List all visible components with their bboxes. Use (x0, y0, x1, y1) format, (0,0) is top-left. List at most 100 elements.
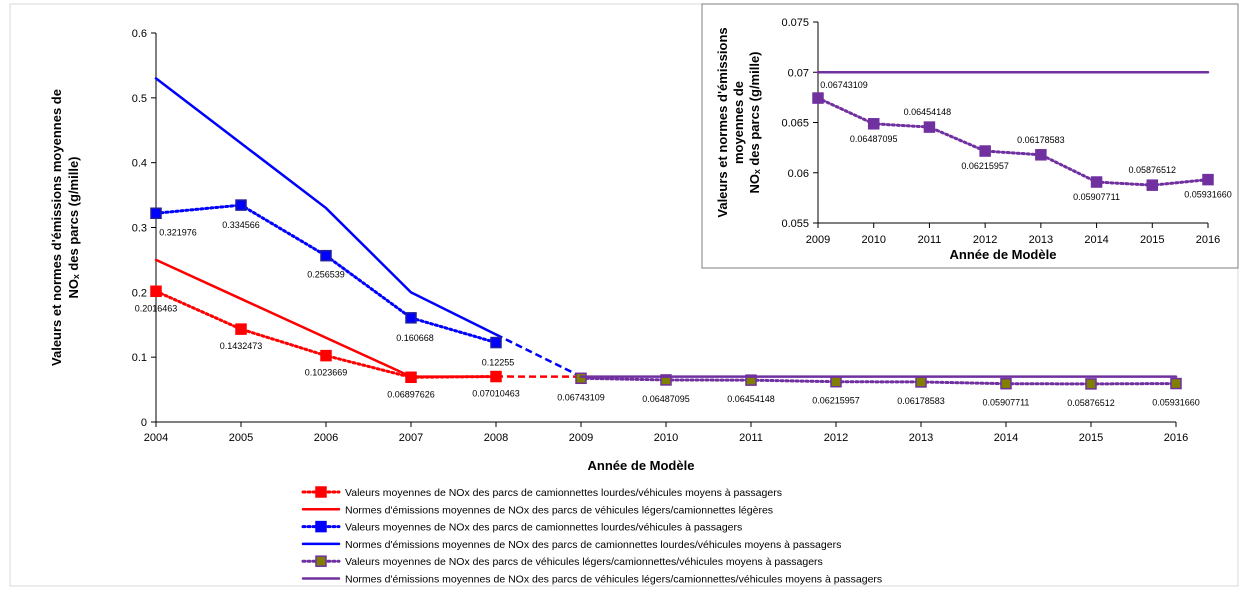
series-line-4 (579, 376, 1178, 386)
data-label: 0.07010463 (472, 389, 520, 399)
inset-data-label: 0.06215957 (961, 161, 1009, 171)
legend-entry: Valeurs moyennes de NOx des parcs de véh… (345, 556, 823, 568)
x-tick-label: 2009 (569, 432, 593, 444)
x-tick-label: 2008 (484, 432, 508, 444)
x-tick-label: 2014 (994, 432, 1018, 444)
data-label: 0.06897626 (387, 389, 435, 399)
inset-series-line-0 (816, 96, 1210, 187)
inset-x-tick-label: 2014 (1084, 234, 1108, 246)
inset-data-point (1090, 176, 1103, 188)
inset-y-tick-label: 0.065 (781, 118, 809, 130)
inset-x-tick-label: 2009 (806, 234, 830, 246)
main-plot: 0 0.1 0.2 0.3 0.4 0.5 0.6 2004 2005 2006 2007 2008 2… (49, 28, 1200, 473)
data-point (235, 199, 247, 211)
legend-marker (315, 555, 327, 567)
inset-data-point (1146, 179, 1159, 191)
y-tick-label: 0.2 (132, 287, 147, 299)
data-point (1170, 377, 1182, 390)
data-label: 0.1432473 (220, 341, 263, 351)
inset-x-tick-label: 2016 (1196, 234, 1220, 246)
data-label: 0.2016463 (135, 303, 178, 313)
inset-y-axis-title-line1: Valeurs et normes d'émissions (715, 27, 730, 217)
y-axis-title: Valeurs et normes d'émissions moyennes d… (49, 89, 81, 366)
chart-border (9, 3, 1239, 587)
inset-x-axis-title: Année de Modèle (950, 247, 1057, 262)
inset-x-tick-label: 2010 (861, 234, 885, 246)
inset-data-label: 0.05876512 (1129, 165, 1177, 175)
legend-marker (315, 486, 327, 498)
legend-entry: Normes d'émissions moyennes de NOx des p… (345, 539, 841, 551)
data-point (490, 336, 502, 349)
data-point (150, 207, 162, 220)
x-tick-label: 2004 (144, 432, 168, 444)
data-point (575, 372, 587, 385)
x-axis-title: Année de Modèle (588, 458, 695, 473)
data-point (1000, 377, 1012, 390)
y-axis-title-line2: NOₓ des parcs (g/mille) (66, 156, 81, 298)
data-point (405, 312, 417, 324)
x-tick-label: 2011 (739, 432, 763, 444)
data-point (830, 375, 842, 388)
data-label: 0.05931660 (1152, 398, 1200, 408)
inset-data-point (867, 118, 880, 130)
x-tick-label: 2016 (1164, 432, 1188, 444)
x-tick-label: 2007 (399, 432, 423, 444)
inset-data-label: 0.06178583 (1017, 135, 1065, 145)
inset-data-point (923, 121, 936, 133)
y-tick-label: 0.4 (132, 158, 147, 170)
data-label: 0.05907711 (983, 398, 1030, 408)
data-point (1085, 378, 1097, 390)
data-label: 0.160668 (396, 333, 434, 343)
inset-y-tick-label: 0.06 (788, 168, 809, 180)
inset-y-axis-title: Valeurs et normes d'émissionsmoyennes de… (715, 27, 762, 217)
x-tick-label: 2010 (654, 432, 678, 444)
data-label: 0.256539 (307, 270, 345, 280)
inset-data-label: 0.05907711 (1073, 192, 1120, 202)
y-tick-label: 0.5 (132, 93, 147, 105)
data-label: 0.334566 (222, 220, 260, 230)
inset-data-label: 0.06487095 (850, 134, 898, 144)
inset-data-point (1202, 173, 1214, 186)
transition-line (495, 333, 582, 378)
data-point (660, 374, 672, 386)
inset-data-point (1035, 149, 1047, 161)
inset-data-point (979, 145, 991, 157)
inset-data-label: 0.05931660 (1184, 190, 1232, 200)
inset-x-tick-label: 2013 (1029, 234, 1053, 246)
y-tick-label: 0.6 (132, 28, 147, 40)
series-line-1 (154, 258, 498, 378)
x-tick-label: 2006 (314, 432, 338, 444)
x-tick-label: 2013 (909, 432, 933, 444)
inset-y-axis-title-line3: NOₓ des parcs (g/mille) (747, 51, 762, 193)
data-label: 0.06178583 (897, 396, 945, 406)
inset-data-label: 0.06454148 (904, 107, 952, 117)
inset-chart: 0.055 0.06 0.065 0.07 0.075 2009 2010 2011 2012 2… (701, 3, 1239, 269)
data-label: 0.12255 (482, 358, 515, 368)
y-tick-label: 0.1 (132, 352, 147, 364)
data-point (915, 376, 927, 388)
data-label: 0.06743109 (557, 392, 605, 402)
series-line-0 (154, 289, 498, 379)
inset-x-tick-label: 2015 (1140, 234, 1164, 246)
inset-y-tick-label: 0.07 (788, 67, 809, 79)
data-label: 0.05876512 (1067, 398, 1115, 408)
data-label: 0.1023669 (305, 368, 348, 378)
data-label: 0.06454148 (727, 394, 775, 404)
inset-y-tick-label: 0.055 (781, 218, 809, 230)
x-tick-label: 2005 (229, 432, 253, 444)
inset-data-point (812, 92, 824, 104)
data-point (150, 285, 162, 298)
inset-y-tick-label: 0.075 (781, 17, 809, 29)
inset-data-label: 0.06743109 (820, 80, 868, 90)
data-label: 0.321976 (159, 227, 197, 237)
data-label: 0.06487095 (642, 394, 690, 404)
x-tick-label: 2015 (1079, 432, 1103, 444)
data-label: 0.06215957 (812, 396, 860, 406)
legend-marker (315, 520, 327, 533)
inset-border (701, 3, 1239, 269)
inset-x-tick-label: 2011 (918, 234, 942, 246)
legend-entry: Normes d'émissions moyennes de NOx des p… (345, 574, 882, 586)
legend-entry: Valeurs moyennes de NOx des parcs de cam… (345, 522, 742, 534)
